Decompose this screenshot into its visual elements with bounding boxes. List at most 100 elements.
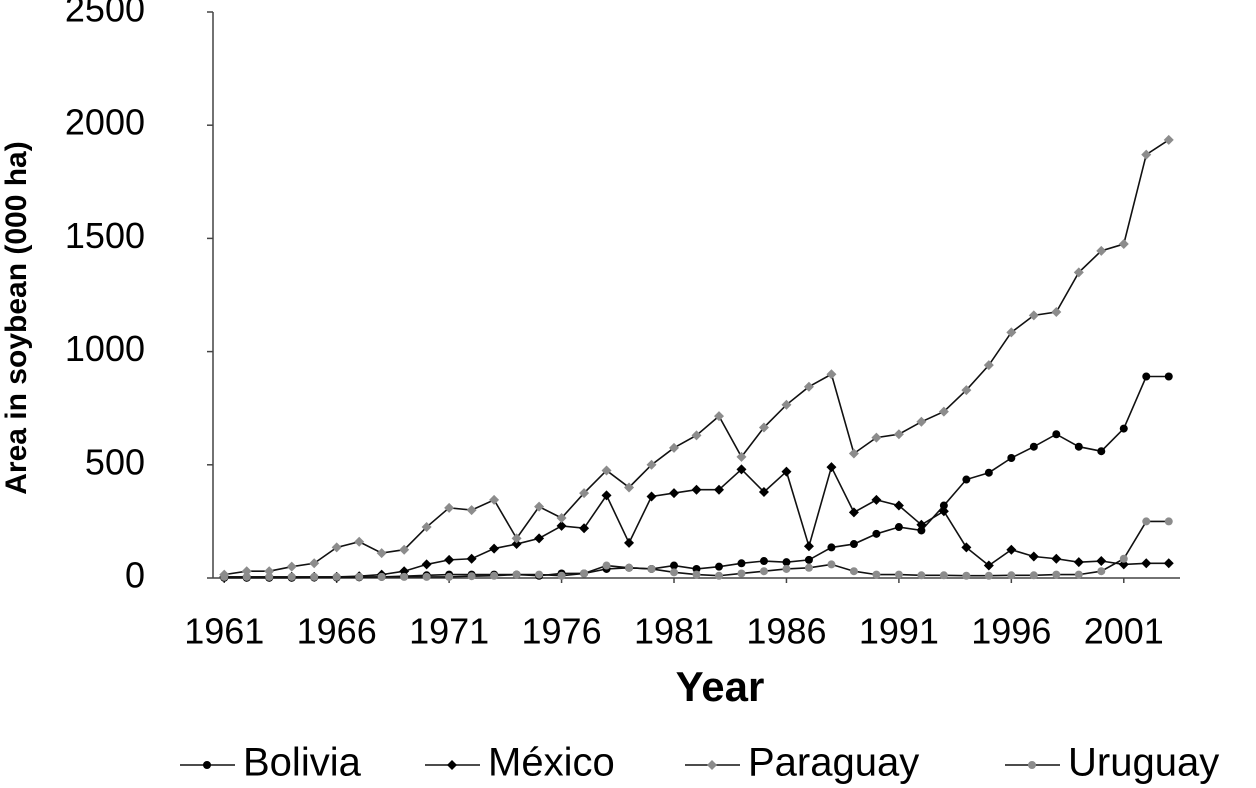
y-tick-label: 1000 [65,328,145,369]
data-point [422,572,431,581]
data-point [759,567,768,576]
data-point [916,519,927,530]
data-point [692,570,701,579]
data-point [580,569,589,578]
data-point [1141,558,1152,569]
y-tick-label: 0 [125,555,145,596]
data-point [354,536,365,547]
data-point [601,490,612,501]
data-point [827,560,836,569]
legend-marker [1028,761,1036,769]
data-point [466,553,477,564]
data-point [893,500,904,511]
y-tick-label: 1500 [65,215,145,256]
data-point [1073,267,1084,278]
legend-label: Bolivia [243,741,362,785]
data-point [556,513,567,524]
data-point [782,558,791,567]
x-tick-label: 1961 [184,611,264,652]
x-tick-label: 1976 [522,611,602,652]
x-tick-label: 1971 [409,611,489,652]
legend-marker [447,760,457,770]
data-point [1119,424,1128,433]
data-point [894,523,903,532]
data-point [624,537,635,548]
data-point [848,507,859,518]
data-point [872,529,881,538]
data-point [286,561,297,572]
legend-marker [203,761,211,769]
data-point [1029,442,1038,451]
data-point [265,572,274,581]
data-point [466,505,477,516]
data-point [1163,134,1174,145]
data-point [1006,327,1017,338]
data-point [939,571,948,580]
data-point [647,564,656,573]
data-point [1006,544,1017,555]
x-tick-label: 1996 [971,611,1051,652]
data-point [848,448,859,459]
data-point [782,564,791,573]
data-point [983,360,994,371]
data-point [938,506,949,517]
data-point [736,451,747,462]
data-point [1096,245,1107,256]
data-point [713,484,724,495]
legend-label: Uruguay [1068,741,1219,785]
data-point [646,491,657,502]
x-tick-label: 2001 [1084,611,1164,652]
data-point [939,501,948,510]
series-line [224,139,1170,576]
y-tick-label: 500 [85,441,145,482]
data-point [917,571,926,580]
data-point [962,571,971,580]
data-point [692,564,701,573]
data-point [758,422,769,433]
data-point [1163,558,1174,569]
data-point [781,399,792,410]
data-point [849,567,858,576]
data-point [444,502,455,513]
data-point [331,542,342,553]
data-point [534,501,545,512]
data-point [444,554,455,565]
data-point [646,459,657,470]
data-point [1073,557,1084,568]
data-point [1119,554,1128,563]
data-point [535,570,544,579]
data-point [758,486,769,497]
data-point [893,429,904,440]
data-point [399,566,410,577]
series-line [224,464,1169,578]
data-point [625,563,634,572]
data-point [579,488,590,499]
data-point [669,488,680,499]
data-point [1007,571,1016,580]
data-point [737,569,746,578]
data-point [421,559,432,570]
data-point [601,465,612,476]
legend-label: México [488,741,615,785]
y-axis-title: Area in soybean (000 ha) [0,141,33,494]
data-point [241,566,252,577]
data-point [1051,553,1062,564]
x-tick-label: 1986 [746,611,826,652]
data-point [916,416,927,427]
data-point [624,482,635,493]
data-point [826,462,837,473]
data-point [691,430,702,441]
data-point [713,411,724,422]
data-point [511,533,522,544]
data-point [983,560,994,571]
x-axis-title: Year [676,663,765,710]
data-point [670,561,679,570]
data-point [894,570,903,579]
x-tick-label: 1991 [859,611,939,652]
x-tick-label: 1981 [634,611,714,652]
data-point [804,555,813,564]
data-point [287,572,296,581]
data-point [556,520,567,531]
data-point [1007,454,1016,463]
